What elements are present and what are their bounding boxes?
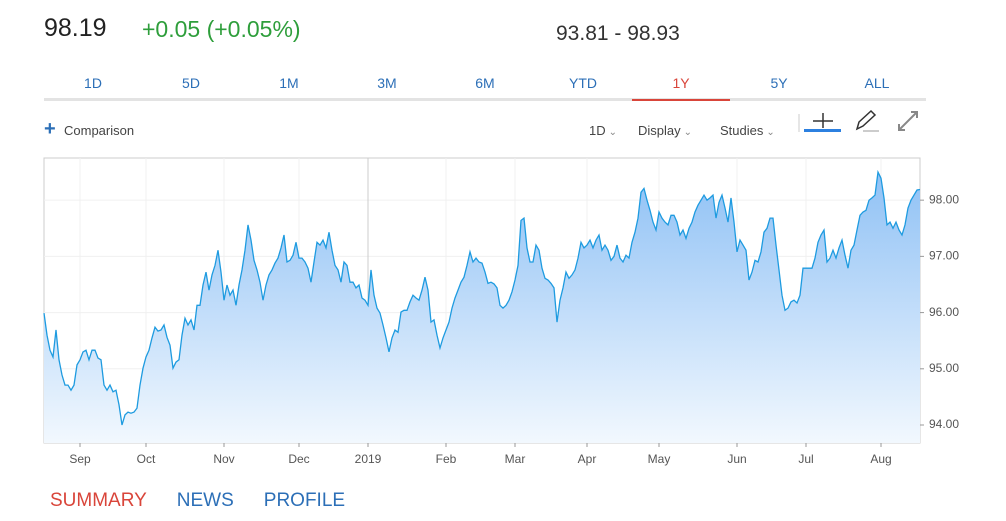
y-tick-label: 94.00 bbox=[929, 417, 959, 431]
range-tab[interactable]: 3M bbox=[377, 75, 397, 91]
y-tick-label: 98.00 bbox=[929, 192, 959, 206]
area-fill bbox=[44, 172, 920, 443]
x-tick-label: Jul bbox=[798, 452, 813, 466]
x-tick-label: Sep bbox=[69, 452, 91, 466]
chevron: ⌄ bbox=[608, 127, 618, 138]
studies-menu[interactable]: Studies ⌄ bbox=[720, 123, 775, 138]
interval-label: 1D bbox=[589, 123, 606, 138]
plus-icon[interactable]: + bbox=[44, 118, 56, 140]
x-tick-label: Aug bbox=[870, 452, 891, 466]
range-tabs: 1D 5D 1M 3M 6M YTD 1Y 5Y ALL bbox=[44, 72, 926, 101]
x-tick-label: Mar bbox=[505, 452, 526, 466]
studies-label: Studies bbox=[720, 123, 764, 138]
range-tab[interactable]: ALL bbox=[864, 75, 890, 91]
price-change: +0.05 (+0.05%) bbox=[142, 16, 301, 42]
x-tick-label: May bbox=[648, 452, 671, 466]
range-tab[interactable]: 5Y bbox=[770, 75, 788, 91]
range-tab[interactable]: YTD bbox=[569, 75, 597, 91]
display-menu[interactable]: Display ⌄ bbox=[638, 123, 692, 138]
range-tab[interactable]: 6M bbox=[475, 75, 495, 91]
footer-tab[interactable]: SUMMARY bbox=[50, 490, 147, 511]
range-tab[interactable]: 5D bbox=[182, 75, 200, 91]
chevron: ⌄ bbox=[766, 127, 775, 138]
comparison-button[interactable]: Comparison bbox=[64, 123, 135, 138]
footer-tab[interactable]: PROFILE bbox=[263, 490, 346, 511]
x-tick-label: Apr bbox=[578, 452, 597, 466]
range-tab[interactable]: 1M bbox=[279, 75, 299, 91]
display-label: Display bbox=[638, 123, 681, 138]
interval-menu[interactable]: 1D ⌄ bbox=[589, 123, 617, 138]
x-tick-label: Dec bbox=[288, 452, 309, 466]
day-range: 93.81 - 98.93 bbox=[556, 22, 680, 45]
y-tick-label: 95.00 bbox=[929, 361, 959, 375]
price: 98.19 bbox=[44, 14, 107, 42]
y-tick-label: 96.00 bbox=[929, 305, 959, 319]
crosshair-tool[interactable] bbox=[804, 113, 841, 132]
x-tick-label: Feb bbox=[436, 452, 457, 466]
x-tick-label: Jun bbox=[727, 452, 746, 466]
draw-tool[interactable] bbox=[855, 109, 879, 132]
footer-tab[interactable]: NEWS bbox=[176, 490, 234, 511]
y-tick-label: 97.00 bbox=[929, 249, 959, 263]
range-tab[interactable]: 1Y bbox=[632, 72, 730, 101]
chart: 94.00 95.00 96.00 97.00 98.00 Sep Oct Nov Dec 201… bbox=[43, 157, 959, 466]
price-line bbox=[43, 169, 921, 426]
chevron: ⌄ bbox=[683, 127, 693, 138]
x-tick-label: Oct bbox=[137, 452, 156, 466]
x-tick-label: 2019 bbox=[355, 452, 382, 466]
x-tick-label: Nov bbox=[213, 452, 234, 466]
footer-tabs: SUMMARY NEWS PROFILE bbox=[50, 490, 345, 512]
tool-icons bbox=[798, 109, 918, 132]
range-tab[interactable]: 1D bbox=[84, 75, 102, 91]
expand-tool[interactable] bbox=[898, 111, 918, 131]
